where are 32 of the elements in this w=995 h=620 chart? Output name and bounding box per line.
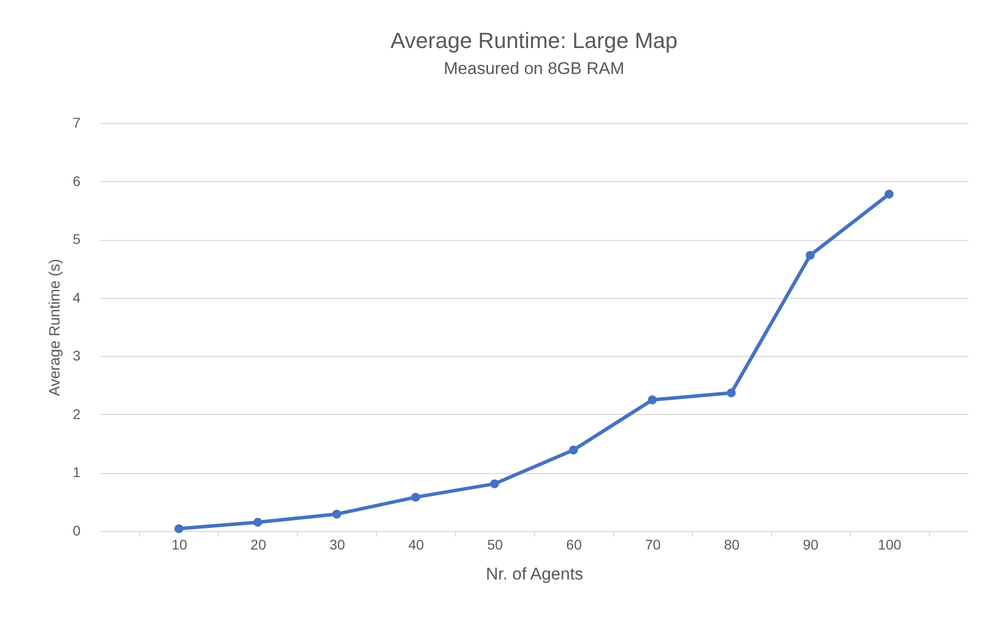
x-tick-label: 90 — [802, 536, 819, 552]
x-tick-label: 50 — [487, 536, 504, 552]
x-tick-label: 40 — [408, 536, 424, 552]
point — [174, 524, 184, 534]
x-tick-label: 30 — [329, 536, 346, 552]
x-tick-label: 60 — [566, 536, 582, 552]
point — [411, 492, 420, 502]
point — [648, 395, 657, 404]
point — [726, 388, 736, 398]
point — [568, 446, 578, 454]
x-tick-label: 10 — [172, 536, 188, 552]
x-axis-title: Nr. of Agents — [486, 564, 584, 584]
point — [490, 479, 500, 488]
chart-subtitle: Measured on 8GB RAM — [444, 59, 624, 78]
x-tick-label: 100 — [878, 536, 902, 552]
y-tick-label: 3 — [72, 348, 81, 364]
y-tick-label: 0 — [72, 522, 81, 538]
point — [253, 518, 262, 527]
y-tick-label: 7 — [72, 114, 81, 130]
x-tick-label: 80 — [724, 536, 740, 552]
point — [806, 250, 815, 260]
point — [332, 510, 342, 519]
y-tick-label: 1 — [72, 464, 81, 480]
y-tick-label: 4 — [72, 289, 81, 306]
point — [884, 190, 894, 199]
y-tick-label: 6 — [72, 172, 81, 189]
x-tick-label: 20 — [250, 536, 266, 552]
y-tick-label: 2 — [72, 406, 81, 422]
y-axis-title: Average Runtime (s) — [46, 258, 64, 396]
y-tick-label: 5 — [72, 231, 81, 248]
chart-title: Average Runtime: Large Map — [390, 28, 678, 53]
x-tick-label: 70 — [645, 536, 661, 552]
